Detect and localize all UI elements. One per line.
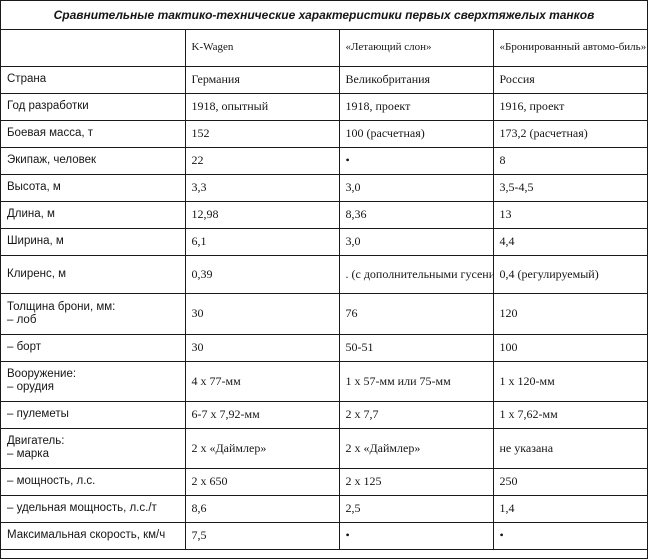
armament-guns-label: – орудия xyxy=(7,381,54,393)
cell-guns-kwagen: 4 х 77-мм xyxy=(184,360,340,402)
row-label-clearance: Клиренс, м xyxy=(1,254,186,294)
column-header-mendeleev: «Бронированный автомо-биль» В.Д. Менделе… xyxy=(492,30,647,67)
cell-engine-kwagen: 2 х «Даймлер» xyxy=(184,427,340,469)
table-row: Двигатель: – марка 2 х «Даймлер» 2 х «Да… xyxy=(1,427,647,469)
cell-clearance-elephant: . (с дополнительными гусеницами под днищ… xyxy=(338,254,494,294)
table-row: – пулеметы 6-7 х 7,92-мм 2 х 7,7 1 х 7,6… xyxy=(1,400,647,429)
row-label-length: Длина, м xyxy=(1,200,186,229)
cell-length-elephant: 8,36 xyxy=(338,200,494,229)
cell-mg-mendeleev: 1 х 7,62-мм xyxy=(492,400,647,429)
cell-height-kwagen: 3,3 xyxy=(184,173,340,202)
cell-mg-kwagen: 6-7 х 7,92-мм xyxy=(184,400,340,429)
cell-width-elephant: 3,0 xyxy=(338,227,494,256)
armor-front-label: – лоб xyxy=(7,313,37,326)
table-row: Страна Германия Великобритания Россия xyxy=(1,65,647,94)
table-row: – удельная мощность, л.с./т 8,6 2,5 1,4 xyxy=(1,494,647,523)
cell-armor-side-elephant: 50-51 xyxy=(338,333,494,362)
cell-specific-power-mendeleev: 1,4 xyxy=(492,494,647,523)
row-label-armament: Вооружение: – орудия xyxy=(1,360,186,402)
cell-specific-power-elephant: 2,5 xyxy=(338,494,494,523)
table-row: Максимальная скорость, км/ч 7,5 • • xyxy=(1,521,647,550)
cell-year-elephant: 1918, проект xyxy=(338,92,494,121)
table-row: Толщина брони, мм: – лоб 30 76 120 xyxy=(1,292,647,335)
cell-country-elephant: Великобритания xyxy=(338,65,494,94)
cell-speed-elephant: • xyxy=(338,521,494,550)
row-label-height: Высота, м xyxy=(1,173,186,202)
row-label-specific-power: – удельная мощность, л.с./т xyxy=(1,494,186,523)
cell-engine-mendeleev: не указана xyxy=(492,427,647,469)
row-label-power: – мощность, л.с. xyxy=(1,467,186,496)
column-header-flying-elephant: «Летающий слон» xyxy=(338,30,494,67)
cell-power-elephant: 2 х 125 xyxy=(338,467,494,496)
cell-height-mendeleev: 3,5-4,5 xyxy=(492,173,647,202)
header-row: K-Wagen «Летающий слон» «Бронированный а… xyxy=(1,30,647,67)
row-label-mg: – пулеметы xyxy=(1,400,186,429)
cell-armor-front-elephant: 76 xyxy=(338,292,494,335)
cell-width-mendeleev: 4,4 xyxy=(492,227,647,256)
cell-armor-front-mendeleev: 120 xyxy=(492,292,647,335)
cell-power-kwagen: 2 х 650 xyxy=(184,467,340,496)
cell-year-mendeleev: 1916, проект xyxy=(492,92,647,121)
armor-group-heading: Толщина брони, мм: xyxy=(7,300,116,313)
table-row: Ширина, м 6,1 3,0 4,4 xyxy=(1,227,647,256)
cell-armor-side-kwagen: 30 xyxy=(184,333,340,362)
cell-mass-elephant: 100 (расчетная) xyxy=(338,119,494,148)
cell-mg-elephant: 2 х 7,7 xyxy=(338,400,494,429)
cell-width-kwagen: 6,1 xyxy=(184,227,340,256)
cell-country-mendeleev: Россия xyxy=(492,65,647,94)
cell-mass-mendeleev: 173,2 (расчетная) xyxy=(492,119,647,148)
cell-country-kwagen: Германия xyxy=(184,65,340,94)
table-title: Сравнительные тактико-технические характ… xyxy=(1,1,647,30)
cell-guns-mendeleev: 1 х 120-мм xyxy=(492,360,647,402)
table-row: Год разработки 1918, опытный 1918, проек… xyxy=(1,92,647,121)
specs-table: K-Wagen «Летающий слон» «Бронированный а… xyxy=(1,30,647,550)
cell-specific-power-kwagen: 8,6 xyxy=(184,494,340,523)
cell-year-kwagen: 1918, опытный xyxy=(184,92,340,121)
cell-power-mendeleev: 250 xyxy=(492,467,647,496)
cell-speed-mendeleev: • xyxy=(492,521,647,550)
table-row: Высота, м 3,3 3,0 3,5-4,5 xyxy=(1,173,647,202)
row-label-crew: Экипаж, человек xyxy=(1,146,186,175)
header-empty-cell xyxy=(1,30,186,67)
cell-mass-kwagen: 152 xyxy=(184,119,340,148)
row-label-engine: Двигатель: – марка xyxy=(1,427,186,469)
table-row: – мощность, л.с. 2 х 650 2 х 125 250 xyxy=(1,467,647,496)
table-row: Вооружение: – орудия 4 х 77-мм 1 х 57-мм… xyxy=(1,360,647,402)
row-label-mass: Боевая масса, т xyxy=(1,119,186,148)
table-row: Клиренс, м 0,39 . (с дополнительными гус… xyxy=(1,254,647,294)
row-label-armor: Толщина брони, мм: – лоб xyxy=(1,292,186,335)
engine-group-heading: Двигатель: xyxy=(7,435,65,447)
cell-armor-side-mendeleev: 100 xyxy=(492,333,647,362)
armament-group-heading: Вооружение: xyxy=(7,368,77,380)
table-row: – борт 30 50-51 100 xyxy=(1,333,647,362)
cell-clearance-mendeleev: 0,4 (регулируемый) xyxy=(492,254,647,294)
row-label-speed: Максимальная скорость, км/ч xyxy=(1,521,186,550)
table-row: Длина, м 12,98 8,36 13 xyxy=(1,200,647,229)
cell-crew-elephant: • xyxy=(338,146,494,175)
cell-armor-front-kwagen: 30 xyxy=(184,292,340,335)
row-label-armor-side: – борт xyxy=(1,333,186,362)
row-label-country: Страна xyxy=(1,65,186,94)
cell-length-kwagen: 12,98 xyxy=(184,200,340,229)
row-label-year: Год разработки xyxy=(1,92,186,121)
column-header-kwagen: K-Wagen xyxy=(184,30,340,67)
cell-length-mendeleev: 13 xyxy=(492,200,647,229)
cell-guns-elephant: 1 х 57-мм или 75-мм xyxy=(338,360,494,402)
row-label-width: Ширина, м xyxy=(1,227,186,256)
cell-crew-kwagen: 22 xyxy=(184,146,340,175)
cell-speed-kwagen: 7,5 xyxy=(184,521,340,550)
cell-height-elephant: 3,0 xyxy=(338,173,494,202)
table-row: Экипаж, человек 22 • 8 xyxy=(1,146,647,175)
cell-clearance-kwagen: 0,39 xyxy=(184,254,340,294)
cell-engine-elephant: 2 х «Даймлер» xyxy=(338,427,494,469)
cell-crew-mendeleev: 8 xyxy=(492,146,647,175)
table-row: Боевая масса, т 152 100 (расчетная) 173,… xyxy=(1,119,647,148)
engine-make-label: – марка xyxy=(7,448,49,460)
